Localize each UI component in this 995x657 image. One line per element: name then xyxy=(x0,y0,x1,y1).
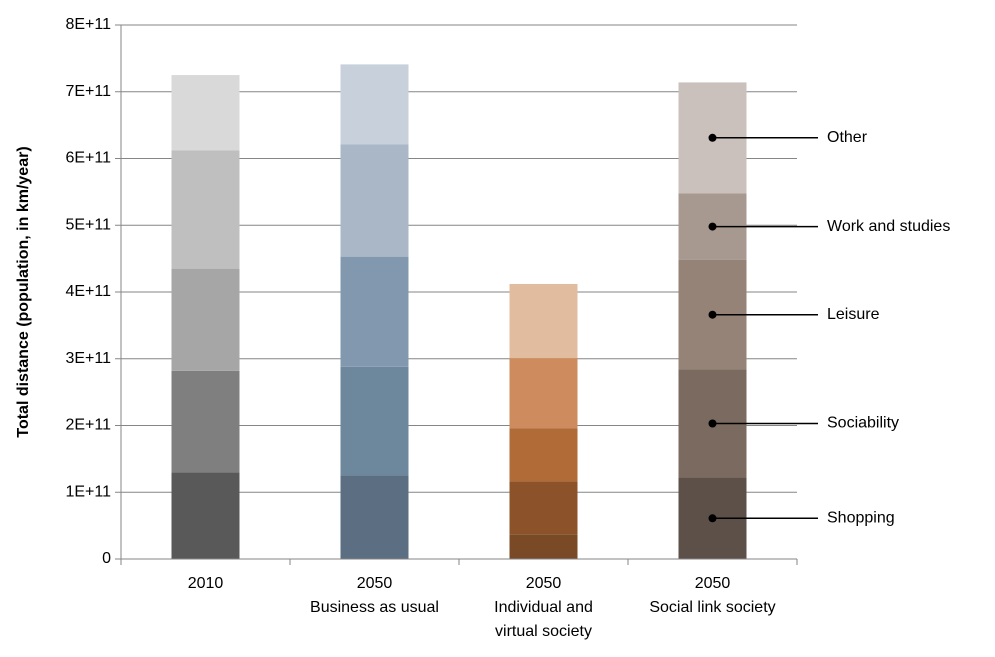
bar-segment-other xyxy=(509,283,578,359)
y-tick-label: 2E+11 xyxy=(65,417,111,434)
x-category-label: 2010 xyxy=(188,575,224,592)
y-tick-label: 4E+11 xyxy=(65,283,111,300)
bar-segment-sociability xyxy=(509,481,578,535)
bar-segment-shopping xyxy=(171,472,240,559)
bar-segment-other xyxy=(340,64,409,145)
y-tick-label: 6E+11 xyxy=(65,150,111,167)
x-category-label: 2050 xyxy=(526,575,562,592)
legend-label-work-and-studies: Work and studies xyxy=(827,218,950,235)
bar-segment-sociability xyxy=(340,366,409,476)
y-axis-title: Total distance (population, in km/year) xyxy=(15,146,32,437)
bars xyxy=(171,64,747,559)
bar-segment-other xyxy=(171,75,240,151)
bar-segment-leisure xyxy=(171,268,240,371)
bar-segment-leisure xyxy=(509,428,578,482)
y-tick-label: 8E+11 xyxy=(65,16,111,33)
x-category-label: Social link society xyxy=(649,599,775,616)
legend-label-other: Other xyxy=(827,129,868,146)
bar-segment-sociability xyxy=(171,370,240,473)
y-tick-labels: 0 1E+11 2E+11 3E+11 4E+11 5E+11 6E+11 7E+11 8E+1… xyxy=(65,16,111,567)
x-category-labels: 2010 2050 Business as usual 2050 Individual … xyxy=(188,575,776,640)
x-category-label: 2050 xyxy=(695,575,731,592)
y-tick-label: 1E+11 xyxy=(65,483,111,500)
bar-segment-work-and-studies xyxy=(509,358,578,429)
bar-segment-work-and-studies xyxy=(171,150,240,269)
legend-label-shopping: Shopping xyxy=(827,510,895,527)
y-tick-label: 0 xyxy=(102,550,111,567)
y-tick-label: 5E+11 xyxy=(65,216,111,233)
bar-segment-shopping xyxy=(340,475,409,559)
bar-segment-leisure xyxy=(340,256,409,367)
legend-label-sociability: Sociability xyxy=(827,415,899,432)
x-category-label: Business as usual xyxy=(310,599,439,616)
y-tick-label: 7E+11 xyxy=(65,83,111,100)
x-category-label: Individual and xyxy=(494,599,593,616)
axes xyxy=(115,24,798,565)
legend-label-leisure: Leisure xyxy=(827,306,880,323)
bar-segment-shopping xyxy=(509,534,578,559)
bar-segment-work-and-studies xyxy=(340,144,409,257)
y-tick-label: 3E+11 xyxy=(65,350,111,367)
x-category-label: 2050 xyxy=(357,575,393,592)
x-category-label: virtual society xyxy=(495,623,592,640)
legend: Other Work and studies Leisure Sociability S… xyxy=(708,129,950,527)
